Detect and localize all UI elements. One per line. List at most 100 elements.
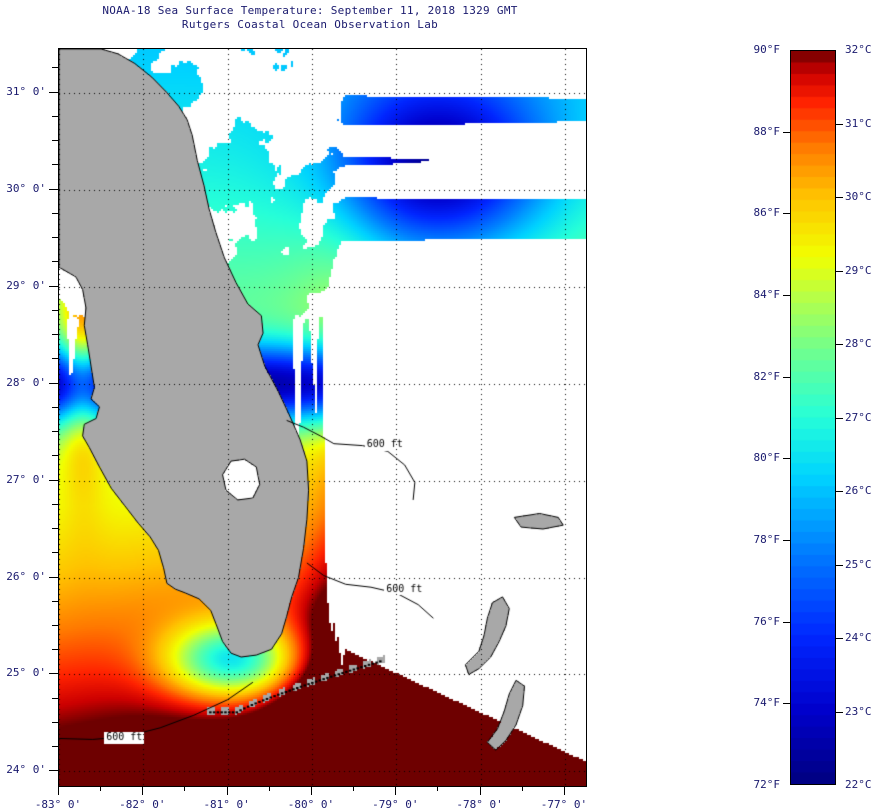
- y-axis-minor-tick: [52, 431, 58, 433]
- y-axis-minor-tick: [52, 140, 58, 142]
- colorbar: [790, 50, 836, 785]
- x-axis-label: -77° 0': [540, 798, 588, 811]
- y-axis-minor-tick: [52, 552, 58, 554]
- colorbar-c-label: 26°C: [845, 484, 872, 497]
- colorbar-c-tick: [836, 417, 843, 419]
- y-axis-tick: [49, 673, 58, 675]
- y-axis-minor-tick: [52, 212, 58, 214]
- y-axis-minor-tick: [52, 309, 58, 311]
- colorbar-c-label: 32°C: [845, 43, 872, 56]
- y-axis-minor-tick: [52, 528, 58, 530]
- colorbar-c-label: 29°C: [845, 263, 872, 277]
- y-axis-tick: [49, 91, 58, 93]
- colorbar-c-label: 27°C: [845, 410, 872, 424]
- x-axis-tick: [58, 786, 59, 795]
- colorbar-c-tick: [836, 197, 843, 198]
- colorbar-c-tick: [836, 123, 843, 125]
- y-axis-tick: [49, 382, 58, 384]
- x-axis-minor-tick: [268, 786, 270, 791]
- colorbar-f-label: 82°F: [753, 369, 781, 383]
- title-line-2: Rutgers Coastal Ocean Observation Lab: [181, 18, 439, 31]
- y-axis-tick: [49, 770, 58, 772]
- colorbar-f-label: 88°F: [753, 124, 781, 138]
- x-axis-label: -78° 0': [456, 798, 503, 811]
- colorbar-f-label: 72°F: [753, 778, 781, 791]
- x-axis-tick: [395, 786, 397, 795]
- colorbar-c-label: 24°C: [845, 631, 872, 644]
- y-axis-minor-tick: [52, 721, 58, 723]
- colorbar-f-label: 78°F: [753, 533, 781, 546]
- colorbar-c-label: 25°C: [845, 557, 872, 571]
- colorbar-c-label: 31°C: [845, 116, 872, 130]
- colorbar-f-tick: [783, 295, 790, 296]
- chart-title: NOAA-18 Sea Surface Temperature: Septemb…: [0, 4, 620, 32]
- colorbar-f-tick: [783, 376, 790, 378]
- y-axis-minor-tick: [52, 406, 58, 408]
- map-grid-overlay: [59, 49, 586, 786]
- colorbar-f-label: 74°F: [753, 696, 781, 710]
- y-axis-minor-tick: [52, 455, 58, 457]
- y-axis-minor-tick: [52, 649, 58, 651]
- colorbar-f-tick: [783, 213, 790, 215]
- y-axis-label: 30° 0': [6, 181, 46, 195]
- y-axis-tick: [49, 188, 58, 190]
- colorbar-f-tick: [783, 131, 790, 133]
- colorbar-c-tick: [836, 491, 843, 492]
- y-axis-minor-tick: [52, 164, 58, 166]
- y-axis-tick: [49, 285, 58, 287]
- y-axis-tick: [49, 479, 58, 481]
- y-axis-label: 25° 0': [6, 666, 46, 680]
- x-axis-label: -83° 0': [34, 798, 82, 811]
- y-axis-label: 29° 0': [6, 278, 46, 292]
- title-line-1: NOAA-18 Sea Surface Temperature: Septemb…: [102, 4, 518, 17]
- y-axis-minor-tick: [52, 600, 58, 602]
- colorbar-c-tick: [836, 638, 843, 639]
- x-axis-tick: [310, 786, 312, 795]
- colorbar-c-label: 22°C: [845, 778, 872, 791]
- colorbar-f-label: 86°F: [753, 206, 781, 220]
- colorbar-c-tick: [836, 711, 843, 713]
- x-axis-tick: [142, 786, 144, 795]
- y-axis-minor-tick: [52, 334, 58, 336]
- colorbar-f-tick: [783, 540, 790, 541]
- colorbar-f-label: 80°F: [753, 451, 781, 465]
- y-axis-label: 26° 0': [6, 569, 46, 583]
- y-axis-minor-tick: [52, 746, 58, 748]
- x-axis-tick: [226, 786, 228, 795]
- colorbar-f-tick: [783, 703, 790, 705]
- x-axis-minor-tick: [521, 786, 523, 791]
- y-axis-label: 31° 0': [6, 84, 46, 98]
- y-axis-label: 27° 0': [6, 472, 46, 486]
- x-axis-minor-tick: [437, 786, 439, 791]
- colorbar-c-tick: [836, 564, 843, 566]
- colorbar-f-label: 90°F: [753, 43, 781, 56]
- colorbar-f-label: 84°F: [753, 288, 781, 301]
- y-axis-label: 28° 0': [6, 375, 46, 389]
- y-axis-tick: [49, 576, 58, 578]
- y-axis-minor-tick: [52, 67, 58, 69]
- y-axis-minor-tick: [52, 261, 58, 263]
- colorbar-c-label: 28°C: [845, 337, 872, 350]
- y-axis-minor-tick: [52, 237, 58, 239]
- colorbar-c-tick: [836, 270, 843, 272]
- colorbar-c-label: 30°C: [845, 190, 872, 203]
- colorbar-f-tick: [783, 458, 790, 460]
- y-axis-minor-tick: [52, 358, 58, 360]
- x-axis-label: -81° 0': [203, 798, 250, 811]
- x-axis-minor-tick: [184, 786, 186, 791]
- sst-map-panel: [58, 48, 587, 787]
- x-axis-minor-tick: [353, 786, 355, 791]
- colorbar-gradient: [790, 50, 836, 785]
- x-axis-label: -82° 0': [119, 798, 166, 811]
- y-axis-label: 24° 0': [6, 763, 46, 777]
- colorbar-c-tick: [836, 344, 843, 345]
- x-axis-tick: [479, 786, 481, 795]
- y-axis-minor-tick: [52, 697, 58, 699]
- x-axis-label: -80° 0': [287, 798, 335, 811]
- y-axis-minor-tick: [52, 624, 58, 626]
- colorbar-f-tick: [783, 621, 790, 623]
- colorbar-f-label: 76°F: [753, 614, 781, 628]
- colorbar-c-label: 23°C: [845, 704, 872, 718]
- x-axis-label: -79° 0': [372, 798, 419, 811]
- x-axis-minor-tick: [100, 786, 102, 791]
